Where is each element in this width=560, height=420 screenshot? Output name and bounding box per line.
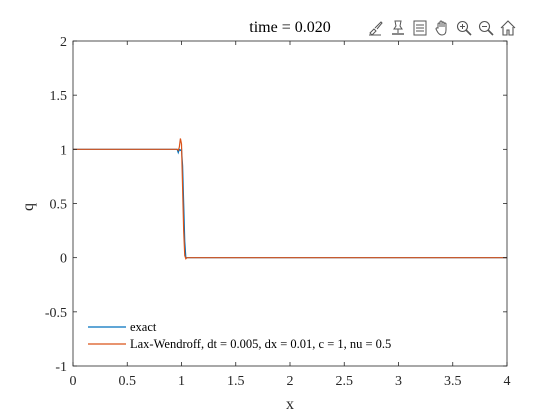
y-tick-label: 0 (60, 252, 67, 267)
zoom-in-icon[interactable] (454, 18, 474, 38)
x-tick-label: 0.5 (119, 374, 137, 389)
legend-label-exact: exact (130, 320, 157, 334)
x-tick-label: 2.5 (336, 374, 354, 389)
legend-label-lax-wendroff: Lax-Wendroff, dt = 0.005, dx = 0.01, c =… (130, 337, 391, 351)
x-axis-label: x (286, 396, 294, 413)
y-tick-label: -1 (55, 360, 67, 375)
chart-title: time = 0.020 (249, 19, 330, 36)
x-tick-label: 3.5 (444, 374, 462, 389)
x-tick-label: 3 (395, 374, 402, 389)
x-tick-label: 4 (504, 374, 511, 389)
zoom-out-icon[interactable] (476, 18, 496, 38)
y-tick-label: -0.5 (45, 306, 67, 321)
y-tick-label: 1 (60, 143, 67, 158)
legend: exact Lax-Wendroff, dt = 0.005, dx = 0.0… (88, 320, 391, 351)
series-line-lax-wendroff (73, 138, 507, 260)
x-tick-label: 1.5 (227, 374, 245, 389)
legend-toggle-icon[interactable] (410, 18, 430, 38)
home-icon[interactable] (498, 18, 518, 38)
pan-icon[interactable] (432, 18, 452, 38)
y-tick-label: 2 (60, 35, 67, 50)
y-tick-label: 1.5 (50, 89, 68, 104)
plot-area (73, 41, 507, 366)
datatip-icon[interactable] (388, 18, 408, 38)
x-ticks: 0 0.5 1 1.5 2 2.5 3 3.5 4 (70, 41, 511, 389)
y-ticks: -1 -0.5 0 0.5 1 1.5 2 (45, 35, 507, 375)
y-axis-label: q (20, 203, 37, 211)
brush-icon[interactable] (366, 18, 386, 38)
series-layer (73, 138, 507, 260)
x-tick-label: 0 (70, 374, 77, 389)
x-tick-label: 1 (178, 374, 185, 389)
y-tick-label: 0.5 (50, 198, 68, 213)
x-tick-label: 2 (287, 374, 294, 389)
axes-toolbar (366, 18, 518, 40)
